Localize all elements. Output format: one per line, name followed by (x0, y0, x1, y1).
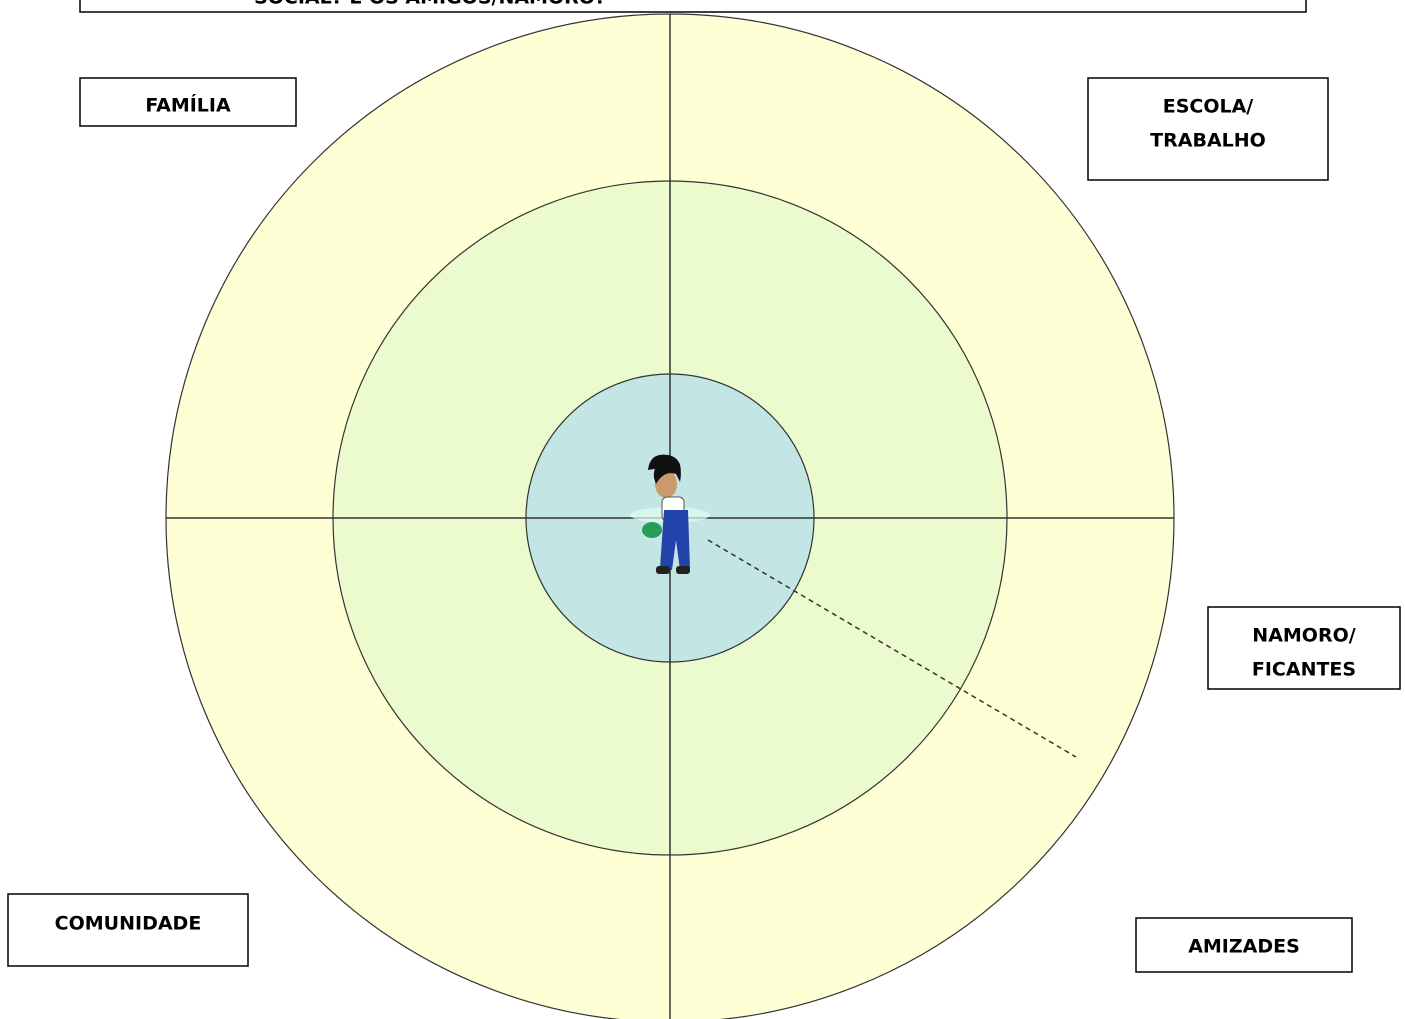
label-box (1207, 606, 1401, 690)
label-text: FICANTES (1252, 659, 1356, 681)
label-text: COMUNIDADE (55, 913, 202, 935)
label-box (1135, 917, 1353, 973)
person-figure (630, 454, 710, 574)
label-text: FAMÍLIA (145, 94, 231, 117)
label-box (1087, 77, 1329, 181)
label-box (7, 893, 249, 967)
label-text: TRABALHO (1150, 130, 1266, 152)
label-text: AMIZADES (1188, 936, 1300, 958)
label-text: NAMORO/ (1252, 625, 1355, 647)
header-box (79, 0, 1307, 13)
header-text: SOCIAL? E OS AMIGOS/NAMORO? (254, 0, 606, 9)
label-text: ESCOLA/ (1163, 96, 1254, 118)
label-box (79, 77, 297, 127)
